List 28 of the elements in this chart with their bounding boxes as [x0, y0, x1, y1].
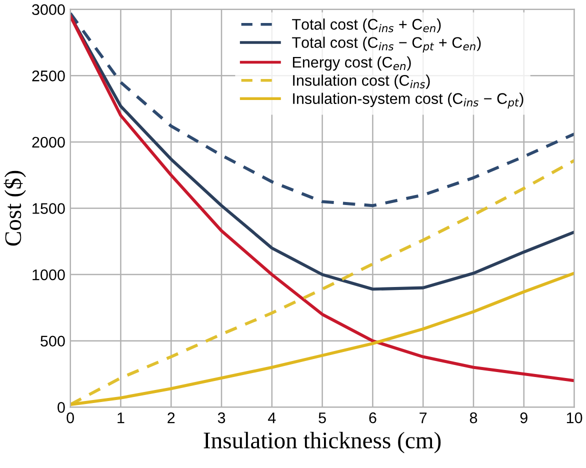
x-tick-label: 7	[420, 412, 427, 424]
y-tick-label: 3000	[32, 4, 65, 16]
x-tick-label: 4	[268, 412, 276, 424]
x-tick-label: 8	[470, 412, 478, 424]
line-series	[70, 12, 574, 208]
x-tick-label: 6	[369, 412, 376, 424]
legend-label: Insulation-system cost (C$_{ins}$ − C$_{pt}$)	[293, 92, 524, 109]
x-tick-label: 5	[318, 412, 326, 424]
line-series	[70, 14, 574, 382]
x-tick-label: 9	[520, 412, 528, 424]
x-axis-title: Insulation thickness (cm)	[204, 432, 441, 454]
y-tick-label: 2000	[32, 136, 65, 148]
x-tick-label: 1	[118, 412, 124, 424]
x-tick-label: 10	[566, 412, 582, 424]
legend-label: Total cost (C$_{ins}$ − C$_{pt}$ + C$_{en}$)	[292, 36, 481, 53]
y-axis-title: Cost ($)	[4, 170, 26, 246]
x-tick-label: 3	[218, 412, 226, 424]
x-tick-label: 2	[168, 412, 175, 424]
y-tick-label: 1000	[32, 269, 65, 280]
y-tick-label: 500	[40, 336, 65, 347]
x-tick-label: 0	[66, 412, 74, 424]
y-tick-label: 2500	[32, 70, 65, 82]
legend-label: Total cost (C$_{ins}$ + C$_{en}$)	[292, 18, 441, 33]
y-tick-label: 0	[58, 402, 65, 413]
line-series	[70, 14, 574, 291]
legend-label: Energy cost (C$_{en}$)	[292, 56, 411, 71]
legend-label: Insulation cost (C$_{ins}$)	[293, 74, 430, 89]
y-tick-label: 1500	[32, 203, 65, 214]
